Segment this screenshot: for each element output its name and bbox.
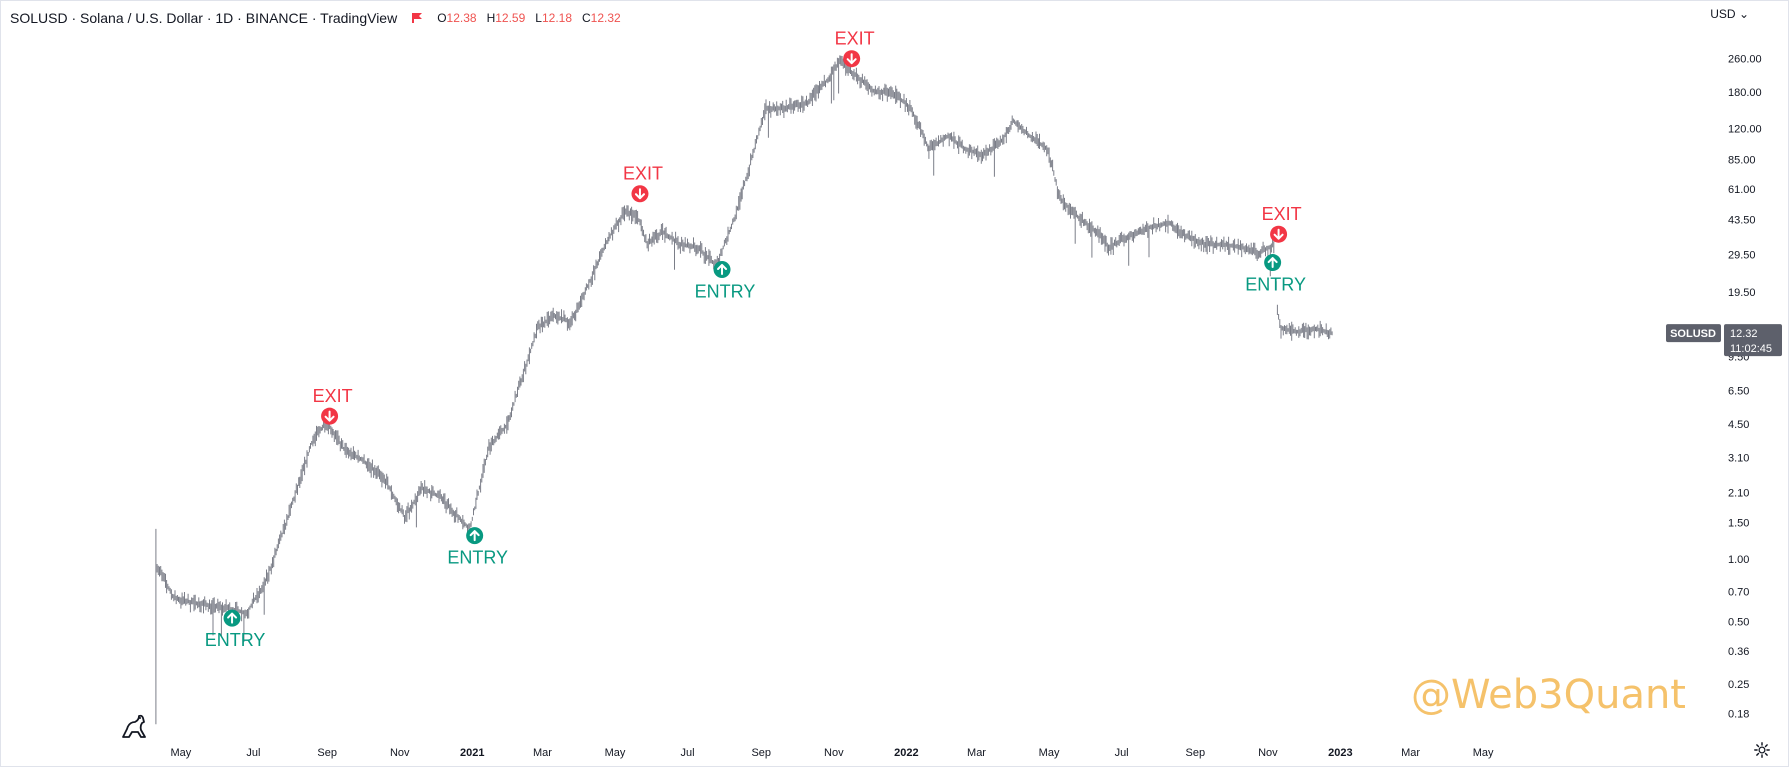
exit-signal-marker: EXIT (623, 164, 663, 203)
x-tick-label: Mar (1401, 747, 1420, 759)
y-tick-label: 2.10 (1728, 487, 1749, 499)
y-tick-label: 0.18 (1728, 709, 1749, 721)
price-tag-bg (1724, 324, 1782, 357)
price-series-candles (155, 55, 1333, 725)
price-tag-value: 12.32 (1730, 328, 1758, 340)
x-tick-label: May (1039, 747, 1060, 759)
y-tick-label: 0.50 (1728, 617, 1749, 629)
y-tick-label: 0.25 (1728, 679, 1749, 691)
y-tick-label: 85.00 (1728, 154, 1756, 166)
entry-signal-marker: ENTRY (205, 609, 266, 650)
arrow-down-icon (634, 188, 645, 200)
entry-signal-marker: ENTRY (447, 527, 508, 568)
currency-selector[interactable]: USD ⌄ (1710, 7, 1749, 21)
chart-header: SOLUSD · Solana / U.S. Dollar · 1D · BIN… (10, 8, 621, 28)
exit-signal-marker: EXIT (313, 386, 353, 425)
arrow-down-icon (1273, 228, 1284, 240)
x-tick-label: 2022 (894, 747, 918, 759)
y-tick-label: 260.00 (1728, 54, 1762, 66)
x-tick-label: Nov (824, 747, 844, 759)
x-tick-label: Jul (246, 747, 260, 759)
x-tick-label: May (171, 747, 192, 759)
y-tick-label: 180.00 (1728, 87, 1762, 99)
arrow-up-icon (717, 263, 728, 275)
y-tick-label: 3.10 (1728, 452, 1749, 464)
y-tick-label: 43.50 (1728, 215, 1756, 227)
arrow-down-icon (324, 410, 335, 422)
arrow-up-icon (227, 612, 238, 624)
x-tick-label: Nov (1258, 747, 1278, 759)
x-tick-label: 2021 (460, 747, 484, 759)
entry-label: ENTRY (205, 630, 266, 650)
tradingview-logo-icon[interactable] (120, 710, 150, 740)
entry-label: ENTRY (1245, 275, 1306, 295)
exit-label: EXIT (835, 29, 875, 49)
x-tick-label: Jul (1115, 747, 1129, 759)
entry-label: ENTRY (695, 281, 756, 301)
x-tick-label: Sep (317, 747, 337, 759)
currency-label: USD (1710, 7, 1736, 21)
ohlc-open: O12.38 (437, 11, 477, 25)
entry-signal-marker: ENTRY (1245, 254, 1306, 295)
exit-signal-marker: EXIT (1262, 204, 1302, 243)
x-tick-label: Mar (533, 747, 552, 759)
x-tick-label: May (1473, 747, 1494, 759)
ohlc-close: C12.32 (582, 11, 621, 25)
arrow-up-icon (469, 530, 480, 542)
y-tick-label: 61.00 (1728, 184, 1756, 196)
y-tick-label: 29.50 (1728, 250, 1756, 262)
last-price-tag: SOLUSD 12.32 11:02:45 (1666, 324, 1782, 357)
exit-signal-marker: EXIT (835, 29, 875, 68)
y-tick-label: 120.00 (1728, 123, 1762, 135)
y-tick-label: 4.50 (1728, 419, 1749, 431)
exit-label: EXIT (313, 386, 353, 406)
ohlc-low: L12.18 (535, 11, 572, 25)
symbol-tag-bg (1666, 324, 1721, 343)
chevron-down-icon: ⌄ (1738, 7, 1749, 21)
exit-label: EXIT (1262, 204, 1302, 224)
entry-signal-marker: ENTRY (695, 260, 756, 301)
y-tick-label: 1.00 (1728, 554, 1749, 566)
exit-label: EXIT (623, 164, 663, 184)
y-tick-label: 0.36 (1728, 646, 1749, 658)
symbol-title[interactable]: SOLUSD · Solana / U.S. Dollar · 1D · BIN… (10, 10, 398, 26)
x-tick-label: May (605, 747, 626, 759)
y-tick-label: 6.50 (1728, 386, 1749, 398)
y-tick-label: 19.50 (1728, 287, 1756, 299)
symbol-tag-text: SOLUSD (1670, 328, 1716, 340)
gear-icon[interactable] (1753, 741, 1771, 759)
arrow-up-icon (1267, 257, 1278, 269)
flag-icon[interactable] (411, 12, 423, 24)
ohlc-values: O12.38 H12.59 L12.18 C12.32 (437, 11, 621, 25)
x-tick-label: Sep (751, 747, 771, 759)
arrow-down-icon (846, 53, 857, 65)
x-tick-label: Jul (681, 747, 695, 759)
ohlc-high: H12.59 (486, 11, 526, 25)
price-tag-countdown: 11:02:45 (1730, 343, 1772, 355)
watermark-text: @Web3Quant (1410, 672, 1686, 718)
x-tick-label: Mar (967, 747, 986, 759)
x-tick-label: Sep (1186, 747, 1206, 759)
y-tick-label: 1.50 (1728, 518, 1749, 530)
y-tick-label: 0.70 (1728, 586, 1749, 598)
x-tick-label: Nov (390, 747, 410, 759)
x-tick-label: 2023 (1328, 747, 1352, 759)
entry-label: ENTRY (447, 548, 508, 568)
